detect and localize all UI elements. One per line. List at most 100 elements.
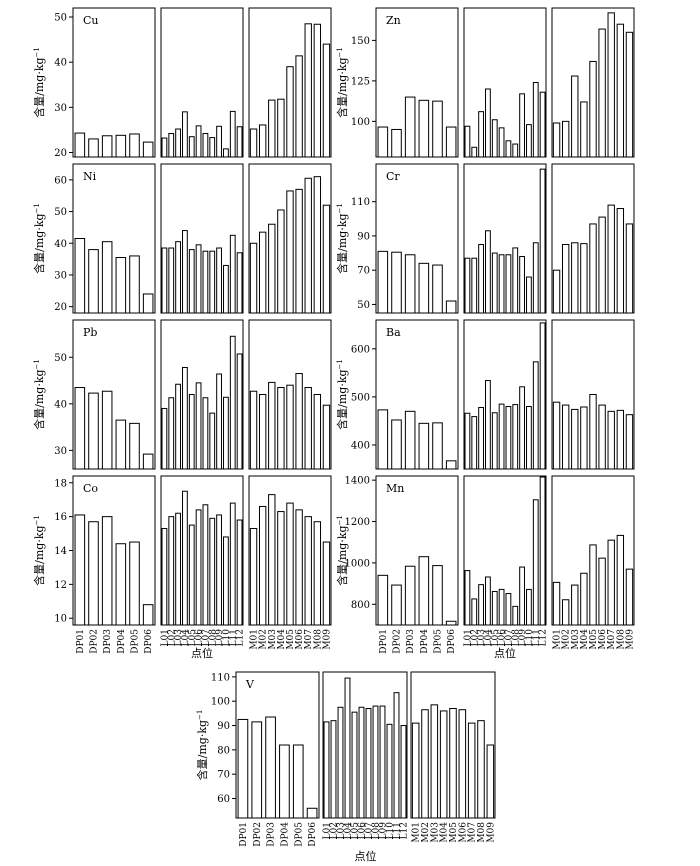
bar-mn-dp05 — [432, 565, 443, 626]
bar-ba-l12 — [539, 322, 546, 470]
element-label: Cu — [83, 14, 99, 27]
y-axis-title: 含量/mg·kg−1 — [32, 515, 46, 586]
bar-ba-l10 — [526, 406, 532, 470]
bar-cu-l01 — [161, 137, 168, 158]
bar-mn-l07 — [505, 593, 512, 626]
bar-ba-l01 — [464, 412, 471, 470]
bar-ni-m05 — [286, 190, 294, 314]
x-tick-label: L04 — [484, 629, 494, 647]
bar-zn-m08 — [616, 23, 625, 158]
bar-mn-m02 — [561, 599, 570, 626]
bar-v-m01 — [411, 722, 420, 819]
bar-cu-l07 — [202, 133, 209, 158]
bar-cr-l03 — [478, 243, 484, 314]
bar-ba-m04 — [580, 406, 588, 470]
bar-cr-l12 — [539, 168, 546, 314]
bar-cr-m05 — [589, 223, 597, 314]
chart-v: 60 70 80 90 100 110 DP01 DP02 DP03 DP04 DP05 DP06 L0… — [195, 671, 496, 863]
x-tick-label: DP01 — [76, 629, 86, 654]
x-tick-label: M07 — [607, 629, 617, 650]
bar-zn-m09 — [625, 31, 634, 158]
bar-v-m03 — [430, 704, 439, 819]
panel-frame — [551, 475, 635, 626]
x-tick-label: L09 — [215, 629, 225, 647]
panel-frame — [375, 475, 459, 626]
bar-ba-l09 — [519, 386, 525, 470]
bar-pb-m03 — [268, 381, 276, 470]
bar-v-m07 — [467, 722, 476, 819]
bar-zn-m05 — [589, 60, 597, 158]
bar-co-m07 — [304, 516, 312, 626]
bar-v-m05 — [449, 708, 457, 819]
bar-ba-l05 — [491, 412, 498, 470]
bar-ni-l07 — [202, 250, 209, 314]
bar-mn-dp03 — [404, 565, 416, 626]
bar-cr-m06 — [598, 216, 606, 314]
bar-zn-m04 — [580, 101, 588, 158]
x-tick-label: DP05 — [131, 629, 141, 654]
x-tick-label: L06 — [498, 629, 508, 647]
panel-frame — [463, 7, 547, 158]
x-tick-label: M09 — [322, 629, 332, 650]
bar-v-l08 — [372, 705, 379, 819]
x-tick-label: L06 — [195, 629, 205, 647]
y-tick-label: 20 — [54, 302, 67, 313]
bar-mn-dp06 — [445, 620, 457, 626]
x-tick-label: M04 — [440, 822, 450, 843]
x-tick-label: DP06 — [144, 629, 154, 654]
chart-cr: 50 70 90 110 Cr 含量/mg·kg−1 — [335, 163, 635, 314]
bar-pb-dp04 — [115, 419, 127, 470]
x-tick-label: DP01 — [239, 822, 249, 847]
bar-ni-l09 — [216, 247, 222, 314]
chart-mn: 800 1000 1200 1400 DP01 DP02 DP03 DP04 DP05 DP06 L… — [335, 475, 635, 660]
bar-ba-m06 — [598, 404, 606, 470]
bar-cu-l02 — [168, 133, 175, 158]
y-tick-label: 90 — [217, 721, 230, 732]
bar-v-l01 — [323, 721, 330, 819]
bar-cu-l06 — [195, 125, 202, 158]
y-axis-title: 含量/mg·kg−1 — [335, 359, 349, 430]
bar-v-m02 — [421, 709, 429, 819]
bar-ni-m06 — [295, 188, 303, 314]
bar-ba-dp04 — [418, 422, 430, 470]
x-axis-title: 点位 — [355, 849, 377, 863]
x-tick-label: L05 — [491, 629, 501, 647]
bar-zn-dp06 — [445, 126, 457, 158]
x-tick-label: L07 — [201, 629, 211, 647]
bar-v-l11 — [393, 692, 400, 819]
bar-cu-m09 — [322, 43, 331, 158]
panel-frame — [410, 671, 496, 819]
x-tick-label: L10 — [525, 629, 535, 647]
bar-pb-dp01 — [74, 387, 86, 470]
y-tick-label: 110 — [211, 672, 230, 683]
y-tick-label: 20 — [54, 148, 67, 159]
y-tick-label: 60 — [217, 794, 230, 805]
y-axis-title: 含量/mg·kg−1 — [32, 203, 46, 274]
bar-ni-dp06 — [142, 293, 154, 314]
bar-cr-m02 — [561, 243, 570, 314]
bar-co-l08 — [209, 517, 216, 626]
bar-cu-m02 — [258, 124, 267, 158]
x-tick-label: DP04 — [420, 629, 430, 654]
bar-mn-l03 — [478, 584, 484, 626]
x-tick-label: L08 — [372, 822, 382, 840]
bar-mn-m06 — [598, 557, 606, 626]
bar-zn-l10 — [526, 124, 532, 158]
y-tick-label: 30 — [54, 270, 67, 281]
bar-pb-l01 — [161, 407, 168, 470]
y-tick-label: 1400 — [345, 476, 370, 487]
bar-pb-dp05 — [129, 422, 140, 470]
x-tick-label: L11 — [229, 629, 239, 646]
bar-ni-m07 — [304, 177, 312, 314]
bar-cu-dp05 — [129, 133, 140, 158]
bar-mn-dp02 — [391, 584, 402, 626]
bar-co-l11 — [229, 502, 236, 626]
bar-cr-l08 — [512, 247, 519, 314]
panel-frame — [72, 7, 156, 158]
x-tick-label: M08 — [313, 629, 323, 650]
bar-ba-m03 — [571, 408, 579, 470]
bar-co-m02 — [258, 505, 267, 626]
y-axis-title: 含量/mg·kg−1 — [195, 710, 209, 781]
bar-zn-l06 — [498, 127, 505, 158]
